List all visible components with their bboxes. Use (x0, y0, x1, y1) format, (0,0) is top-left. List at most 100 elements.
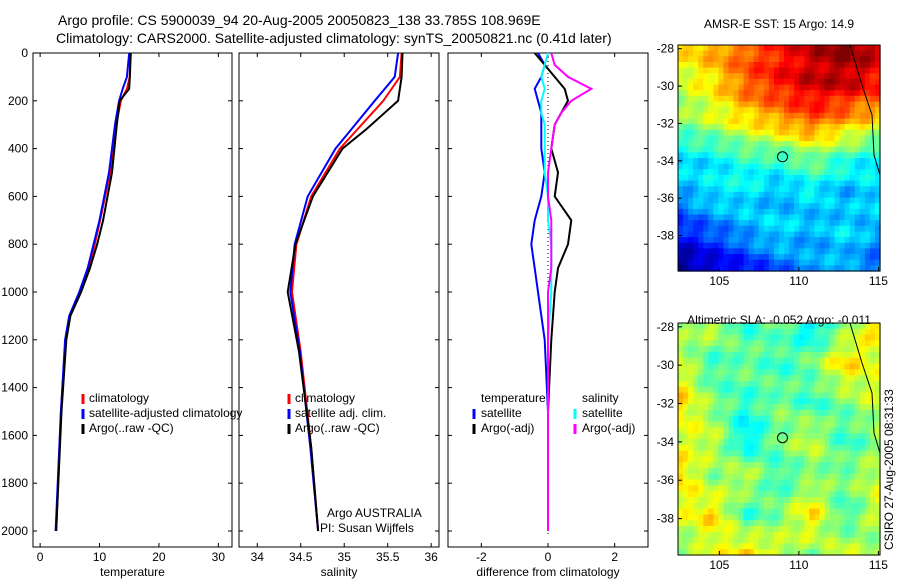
heatmap-cell (799, 175, 805, 182)
heatmap-cell (758, 526, 765, 533)
heatmap-cell (799, 141, 805, 148)
heatmap-cell (763, 242, 770, 250)
heatmap-cell (748, 186, 755, 193)
heatmap-cell (743, 543, 750, 550)
heatmap-cell (708, 514, 714, 521)
heatmap-cell (718, 169, 725, 176)
heatmap-cell (723, 112, 730, 120)
heatmap-cell (819, 514, 826, 521)
heatmap-cell (703, 323, 709, 330)
heatmap-cell (864, 549, 871, 556)
heatmap-cell (748, 84, 755, 91)
heatmap-cell (758, 468, 765, 475)
heatmap-cell (758, 124, 765, 131)
heatmap-cell (839, 135, 846, 142)
heatmap-cell (839, 186, 846, 193)
heatmap-cell (733, 444, 740, 452)
heatmap-cell (814, 107, 821, 114)
heatmap-cell (844, 375, 851, 382)
x-tick-label: 0 (37, 550, 44, 564)
heatmap-cell (713, 514, 720, 521)
heatmap-cell (774, 410, 780, 417)
heatmap-cell (859, 101, 866, 108)
heatmap-cell (844, 214, 851, 221)
heatmap-cell (718, 398, 725, 405)
heatmap-cell (763, 439, 770, 446)
heatmap-cell (834, 84, 841, 91)
heatmap-cell (799, 118, 805, 125)
heatmap-cell (743, 526, 750, 533)
heatmap-cell (839, 520, 846, 527)
heatmap-cell (693, 78, 699, 86)
heatmap-cell (864, 67, 871, 74)
heatmap-cell (799, 346, 805, 353)
heatmap-cell (779, 208, 785, 216)
heatmap-cell (864, 334, 871, 341)
heatmap-cell (784, 163, 790, 170)
heatmap-cell (864, 129, 871, 137)
heatmap-cell (779, 473, 785, 481)
heatmap-cell (814, 254, 821, 261)
heatmap-cell (768, 169, 775, 176)
legend-label: satellite (582, 406, 623, 420)
heatmap-cell (804, 78, 810, 86)
heatmap-cell (723, 158, 730, 165)
heatmap-cell (678, 208, 684, 216)
heatmap-cell (703, 497, 709, 504)
heatmap-cell (718, 526, 725, 533)
heatmap-cell (758, 352, 765, 359)
heatmap-cell (753, 549, 760, 556)
heatmap-cell (829, 62, 836, 69)
heatmap-cell (728, 537, 735, 544)
heatmap-cell (683, 90, 689, 97)
y-tick-label: -32 (657, 116, 675, 130)
heatmap-cell (703, 56, 709, 63)
heatmap-cell (829, 152, 836, 159)
heatmap-cell (768, 479, 775, 486)
heatmap-cell (804, 135, 810, 142)
heatmap-cell (784, 531, 790, 539)
heatmap-cell (779, 146, 785, 153)
heatmap-cell (738, 220, 745, 227)
heatmap-cell (809, 346, 815, 353)
heatmap-cell (819, 95, 826, 103)
heatmap-cell (849, 497, 856, 504)
heatmap-cell (849, 175, 856, 182)
heatmap-cell (748, 537, 755, 544)
x-tick-label: 34 (251, 550, 265, 564)
heatmap-cell (854, 45, 861, 52)
heatmap-cell (733, 537, 740, 544)
heatmap-cell (768, 485, 775, 492)
heatmap-cell (794, 225, 800, 233)
heatmap-cell (748, 491, 755, 498)
heatmap-cell (774, 67, 780, 74)
heatmap-cell (743, 124, 750, 131)
heatmap-cell (763, 152, 770, 159)
heatmap-cell (834, 62, 841, 69)
heatmap-cell (864, 520, 871, 527)
heatmap-cell (728, 363, 735, 370)
heatmap-cell (875, 231, 881, 238)
heatmap-cell (753, 203, 760, 210)
heatmap-cell (779, 152, 785, 159)
heatmap-cell (763, 334, 770, 341)
heatmap-cell (748, 197, 755, 204)
heatmap-cell (789, 433, 795, 440)
heatmap-cell (758, 208, 765, 216)
heatmap-cell (718, 468, 725, 475)
heatmap-cell (859, 180, 866, 187)
heatmap-cell (779, 398, 785, 405)
heatmap-cell (763, 497, 770, 504)
heatmap-cell (804, 231, 810, 238)
heatmap-cell (723, 392, 730, 399)
heatmap-cell (683, 141, 689, 148)
heatmap-cell (819, 491, 826, 498)
heatmap-cell (784, 67, 790, 74)
heatmap-cell (768, 90, 775, 97)
heatmap-cell (875, 248, 881, 255)
heatmap-cell (733, 456, 740, 463)
heatmap-cell (779, 444, 785, 452)
heatmap-cell (804, 95, 810, 103)
heatmap-cell (733, 415, 740, 423)
heatmap-cell (804, 73, 810, 80)
